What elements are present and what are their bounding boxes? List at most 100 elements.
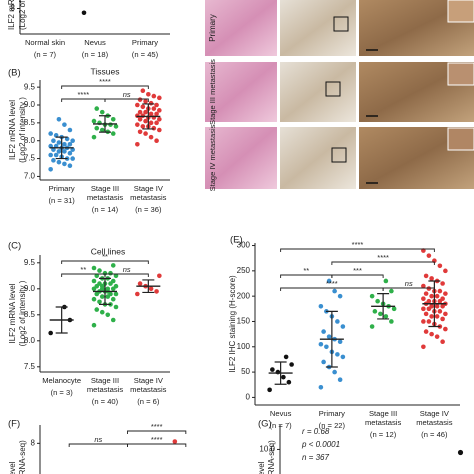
category-label: Melanocyte (n = 3) [30,376,94,397]
y-tick-label: 8.5 [24,310,36,319]
data-point [429,331,434,337]
y-tick-label: 8 [11,4,16,13]
data-point [67,163,73,169]
data-point [143,118,148,124]
data-point [391,306,397,312]
significance-label: **** [151,435,163,444]
data-point [99,309,105,315]
data-point [157,108,162,113]
data-point [110,296,116,302]
x-tick-label: Primary (n = 45) [113,38,177,59]
category-label: Nevus (n = 18) [63,38,127,59]
data-point [99,127,105,133]
annotation: p < 0.0001 [301,440,340,449]
category-note: (n = 14) [91,205,119,214]
data-point [99,283,105,289]
category-name: Melanocyte [42,376,82,385]
x-tick-label: Stage III metastasis (n = 40) [87,376,123,406]
zoom-box [333,16,349,32]
y-tick-label: 8.5 [24,118,36,127]
data-point [51,138,56,144]
significance-label: ns [123,265,131,274]
significance-label: **** [352,240,364,249]
data-point [56,149,62,154]
data-point [151,93,157,99]
data-point [94,106,100,111]
data-point [94,125,100,131]
y-tick-label: 50 [241,367,250,376]
data-point [157,273,162,279]
data-point [56,140,62,145]
ihc-image [280,127,356,189]
data-point [286,379,292,385]
data-point [440,316,445,322]
error-bar [99,115,111,133]
data-point [281,374,286,380]
data-point [148,134,154,140]
y-axis-label: ILF2 mRNA level [7,0,16,30]
data-point [110,278,116,284]
data-point [56,116,62,122]
category-name: Stage IV metastasis [130,184,167,202]
category-label: Stage IV metastasis (n = 46) [402,409,466,439]
category-note: (n = 46) [421,430,448,439]
data-point [378,311,383,317]
data-point [94,273,100,279]
y-axis-label: level [8,461,17,474]
significance-label: **** [377,253,389,262]
category-label: Primary (n = 45) [113,38,177,59]
data-point [426,286,432,291]
y-tick-label: 9.0 [24,284,36,293]
data-point [113,283,119,289]
category-name: Normal skin [24,38,66,47]
annotation: n = 367 [302,453,329,462]
data-point [437,309,443,314]
data-point [172,439,178,444]
data-point [289,362,294,367]
x-tick-label: Nevus (n = 18) [63,38,127,59]
data-point [113,291,119,297]
data-point [423,329,429,334]
data-point [429,276,434,281]
data-point [91,296,97,302]
data-point [318,303,324,309]
data-point [113,273,119,279]
data-point [48,330,53,336]
y-tick-label: 0 [246,393,251,402]
data-point [48,166,53,172]
data-point [148,111,154,117]
data-point [434,314,440,319]
data-point [443,311,448,317]
data-point [335,352,340,357]
data-point [426,319,432,324]
significance-bracket [331,261,435,265]
he-image [205,0,277,56]
data-point [321,329,326,334]
x-tick-label: Primary (n = 22) [318,409,346,430]
row-label: Stage III metastasis [208,59,217,125]
category-note: (n = 22) [318,421,346,430]
data-point [151,106,157,111]
significance-bracket [61,98,106,102]
data-point [375,298,380,304]
error-bar [142,279,155,294]
data-point [97,299,102,305]
data-point [426,253,432,258]
category-name: Primary [131,38,159,47]
data-point [143,99,148,104]
he-image [205,127,277,189]
data-point [318,384,324,390]
y-tick-label: 150 [237,317,251,326]
significance-label: **** [151,422,163,431]
data-point [429,303,434,309]
y-axis-label: ILF2 mRNA level [8,283,17,343]
category-note: (n = 7) [269,421,292,430]
y-tick-label: 7.0 [24,172,36,181]
y-tick-label: 8.0 [24,336,36,345]
data-point [99,109,105,115]
category-label: Primary (n = 31) [30,184,94,205]
data-point [91,118,97,124]
data-point [67,127,73,133]
error-bar [377,293,390,320]
data-point [137,97,143,102]
